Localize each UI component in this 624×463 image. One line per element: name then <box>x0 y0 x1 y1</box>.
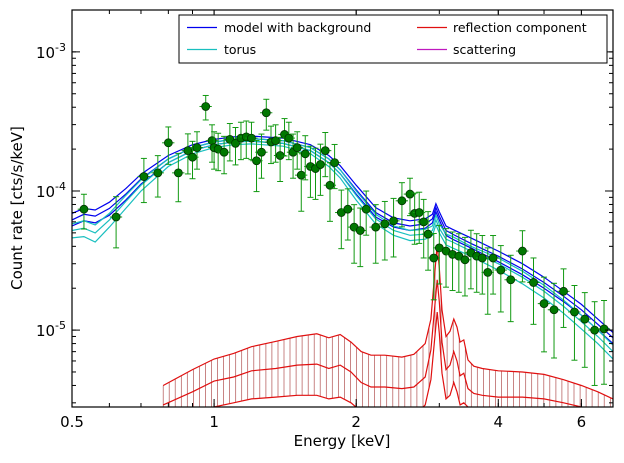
data-point <box>389 216 398 226</box>
data-point <box>284 133 294 143</box>
y-tick-label: 10-4 <box>36 180 66 201</box>
data-point <box>397 196 407 206</box>
legend-box <box>178 14 608 64</box>
data-point <box>188 152 197 162</box>
x-tick-label: 4 <box>494 413 504 431</box>
x-tick-label: 1 <box>209 413 219 431</box>
data-point <box>247 133 256 143</box>
data-point <box>271 136 281 146</box>
plot-area <box>72 94 613 407</box>
data-point <box>529 278 538 287</box>
data-point <box>330 158 339 167</box>
y-tick-label-exponent: -3 <box>55 41 66 54</box>
reflection-line-upper <box>162 244 613 400</box>
data-point <box>355 226 365 235</box>
reflection-series <box>162 244 613 407</box>
y-tick-label-exponent: -5 <box>55 319 66 332</box>
data-point <box>488 253 498 263</box>
y-tick-label-base: 10 <box>36 183 55 201</box>
plot-frame <box>71 9 614 408</box>
model-series <box>72 135 613 345</box>
data-point <box>506 275 516 285</box>
x-tick-label: 6 <box>577 413 587 431</box>
data-point <box>599 324 609 334</box>
data-point <box>559 286 568 296</box>
data-point <box>325 180 335 190</box>
x-tick-label: 0.5 <box>60 413 84 431</box>
x-tick-label: 2 <box>351 413 361 431</box>
data-point <box>261 108 271 118</box>
data-point <box>361 204 371 214</box>
model-line-upper <box>72 135 613 334</box>
y-axis-title: Count rate [cts/s/keV] <box>8 126 26 290</box>
data-point <box>201 102 211 111</box>
data-point <box>580 314 590 324</box>
legend-label-model: model with background <box>224 20 371 35</box>
data-point <box>275 151 285 160</box>
data-point <box>252 156 261 166</box>
reflection-line-center <box>162 279 584 407</box>
data-point <box>192 143 202 153</box>
data-point <box>371 222 381 232</box>
y-tick-label-base: 10 <box>36 322 55 340</box>
data-point <box>79 204 89 214</box>
y-tick-label-base: 10 <box>36 44 55 62</box>
data-point <box>590 325 600 335</box>
legend-label-reflection: reflection component <box>453 20 587 35</box>
data-point <box>419 217 429 227</box>
data-point <box>219 147 229 157</box>
data-point <box>405 189 415 199</box>
data-point <box>539 299 549 309</box>
data-point <box>231 138 240 148</box>
y-tick-label-exponent: -4 <box>55 180 66 193</box>
data-point <box>300 149 310 159</box>
data-point <box>496 265 506 275</box>
data-point <box>483 267 493 277</box>
data-point <box>163 138 173 148</box>
reflection-line-lower <box>212 311 470 407</box>
data-point <box>296 170 306 180</box>
x-axis-title: Energy [keV] <box>294 432 391 450</box>
data-point <box>477 253 487 263</box>
y-tick-label: 10-5 <box>36 319 66 340</box>
data-point <box>257 147 266 157</box>
data-point <box>183 146 193 156</box>
data-point <box>414 208 424 217</box>
data-point <box>423 229 433 239</box>
y-tick-label: 10-3 <box>36 41 66 62</box>
model-line-lower <box>72 140 613 345</box>
axes: 0.5 1 2 4 610-510-410-3 <box>36 9 614 431</box>
legend-label-torus: torus <box>224 42 256 57</box>
reflection-hatch <box>162 269 611 407</box>
data-point <box>320 146 330 156</box>
data-point <box>343 204 353 214</box>
data-point <box>549 305 559 315</box>
legend-label-scattering: scattering <box>453 42 516 57</box>
data-point <box>173 168 183 178</box>
data-point <box>139 172 149 181</box>
data-point <box>429 253 439 263</box>
data-point <box>380 219 390 229</box>
data-point <box>570 307 579 317</box>
data-point <box>518 246 527 256</box>
data-point <box>316 160 325 169</box>
data-point <box>292 143 302 153</box>
data-points <box>77 94 611 386</box>
data-point <box>111 212 121 222</box>
data-point <box>153 168 163 178</box>
legend: model with background torus reflection c… <box>178 14 608 64</box>
data-point <box>460 255 470 265</box>
